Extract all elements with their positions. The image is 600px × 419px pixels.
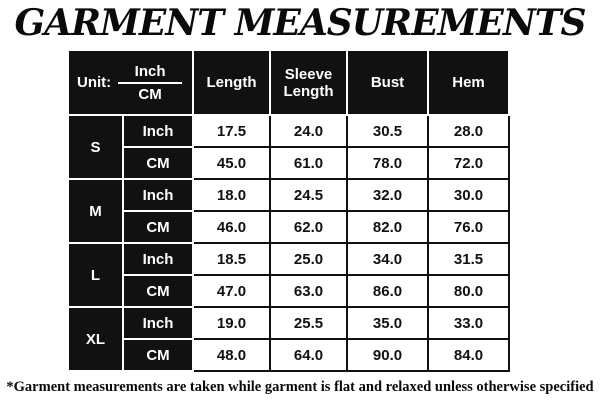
unit-inch-label: Inch [118, 63, 182, 84]
unit-row-label: CM [122, 210, 194, 244]
footnote: *Garment measurements are taken while ga… [6, 379, 594, 395]
column-header-sleeve-length: Sleeve Length [269, 49, 348, 116]
value-cell: 62.0 [269, 210, 348, 244]
value-cell: 25.0 [269, 242, 348, 276]
size-label-m: M [67, 178, 124, 244]
header-row: Unit: Inch CM Length Sleeve Length Bust … [67, 49, 510, 116]
value-cell: 30.5 [346, 114, 429, 148]
page-title: GARMENT MEASUREMENTS [14, 2, 586, 44]
value-cell: 61.0 [269, 146, 348, 180]
column-header-hem: Hem [427, 49, 510, 116]
value-cell: 48.0 [192, 338, 271, 372]
value-cell: 47.0 [192, 274, 271, 308]
value-cell: 80.0 [427, 274, 510, 308]
table-row: CM 48.0 64.0 90.0 84.0 [68, 338, 510, 372]
value-cell: 78.0 [346, 146, 429, 180]
value-cell: 18.0 [192, 178, 271, 212]
value-cell: 28.0 [427, 114, 510, 148]
unit-cm-label: CM [138, 85, 162, 103]
value-cell: 34.0 [346, 242, 429, 276]
value-cell: 24.5 [269, 178, 348, 212]
unit-row-label: CM [122, 338, 194, 372]
table-row: CM 46.0 62.0 82.0 76.0 [68, 210, 510, 244]
column-header-length: Length [192, 49, 271, 116]
unit-row-label: CM [122, 146, 194, 180]
value-cell: 45.0 [192, 146, 271, 180]
unit-row-label: Inch [122, 306, 194, 340]
table-row: S Inch 17.5 24.0 30.5 28.0 [67, 114, 510, 180]
column-header-bust: Bust [346, 49, 429, 116]
value-cell: 19.0 [192, 306, 271, 340]
value-cell: 35.0 [346, 306, 429, 340]
value-cell: 82.0 [346, 210, 429, 244]
table-row: XL Inch 19.0 25.5 35.0 33.0 [67, 306, 510, 372]
unit-fraction: Inch CM [118, 63, 182, 103]
value-cell: 32.0 [346, 178, 429, 212]
value-cell: 72.0 [427, 146, 510, 180]
value-cell: 46.0 [192, 210, 271, 244]
value-cell: 24.0 [269, 114, 348, 148]
unit-label: Unit: [77, 74, 112, 91]
unit-header-cell: Unit: Inch CM [67, 49, 194, 116]
size-chart-table: Unit: Inch CM Length Sleeve Length Bust … [67, 49, 510, 372]
value-cell: 30.0 [427, 178, 510, 212]
value-cell: 64.0 [269, 338, 348, 372]
size-label-l: L [67, 242, 124, 308]
size-label-xl: XL [67, 306, 124, 372]
value-cell: 33.0 [427, 306, 510, 340]
value-cell: 76.0 [427, 210, 510, 244]
table-row: L Inch 18.5 25.0 34.0 31.5 [67, 242, 510, 308]
unit-row-label: Inch [122, 114, 194, 148]
unit-row-label: Inch [122, 178, 194, 212]
value-cell: 18.5 [192, 242, 271, 276]
unit-row-label: CM [122, 274, 194, 308]
size-label-s: S [67, 114, 124, 180]
garment-measurements-sheet: GARMENT MEASUREMENTS Unit: Inch CM Lengt… [6, 2, 594, 395]
value-cell: 17.5 [192, 114, 271, 148]
table-row: CM 47.0 63.0 86.0 80.0 [68, 274, 510, 308]
unit-row-label: Inch [122, 242, 194, 276]
table-row: M Inch 18.0 24.5 32.0 30.0 [67, 178, 510, 244]
value-cell: 86.0 [346, 274, 429, 308]
value-cell: 31.5 [427, 242, 510, 276]
unit-header-content: Unit: Inch CM [69, 51, 192, 114]
value-cell: 90.0 [346, 338, 429, 372]
value-cell: 84.0 [427, 338, 510, 372]
table-row: CM 45.0 61.0 78.0 72.0 [68, 146, 510, 180]
value-cell: 25.5 [269, 306, 348, 340]
value-cell: 63.0 [269, 274, 348, 308]
